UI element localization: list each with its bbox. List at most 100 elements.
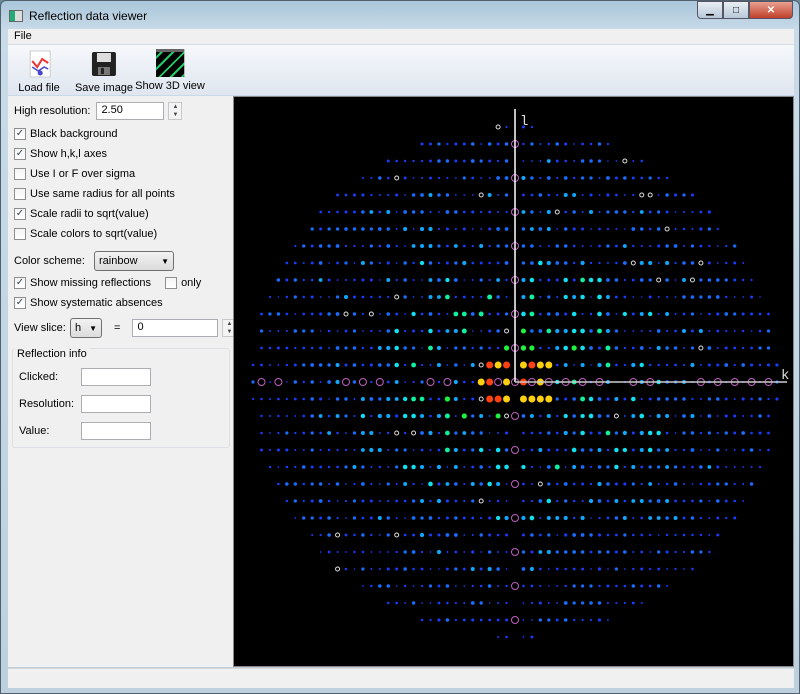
reflection-point (488, 312, 491, 316)
checkbox-row[interactable]: ✓ Show h,k,l axes (14, 148, 107, 160)
reflection-point (673, 516, 678, 520)
reflection-point (615, 261, 618, 265)
reflection-point (665, 176, 669, 180)
menu-file[interactable]: File (14, 30, 32, 42)
checkbox-row[interactable]: Use same radius for all points (14, 188, 175, 200)
reflection-point (294, 313, 297, 315)
maximize-button[interactable]: □ (723, 1, 749, 19)
reflection-point (395, 448, 399, 452)
checkbox[interactable] (14, 168, 26, 180)
clicked-field[interactable] (81, 368, 151, 386)
reflection-point (624, 568, 626, 570)
reflection-point (479, 278, 483, 282)
reflection-point (353, 278, 356, 282)
reflection-point (589, 431, 593, 435)
resolution-field[interactable] (81, 395, 151, 413)
reflection-point (505, 125, 508, 129)
reflection-point (420, 584, 424, 588)
reflection-point (335, 379, 340, 385)
reflection-point (750, 465, 753, 469)
reflection-point (657, 567, 661, 571)
show-absences-checkbox[interactable]: ✓ (14, 297, 26, 309)
reflection-point (546, 176, 551, 180)
reflection-point (657, 210, 661, 214)
reflection-point (750, 431, 753, 435)
reflection-plot-canvas[interactable]: lk (234, 97, 793, 666)
reflection-point (522, 193, 525, 197)
reflection-point (707, 363, 711, 367)
reflection-point (707, 278, 712, 282)
reflection-point (505, 635, 508, 639)
reflection-point (497, 551, 500, 553)
reflection-point (345, 432, 347, 434)
reflection-point (674, 567, 677, 571)
up-arrow-icon[interactable]: ▲ (223, 320, 236, 328)
reflection-point (581, 313, 584, 315)
reflection-point (302, 449, 305, 451)
reflection-point (361, 550, 365, 554)
high-resolution-spinner[interactable]: ▲ ▼ (168, 102, 183, 120)
reflection-point (547, 295, 551, 299)
show-missing-checkbox[interactable]: ✓ (14, 277, 26, 289)
reflection-point (590, 245, 592, 247)
checkbox[interactable] (14, 228, 26, 240)
minimize-button[interactable]: ▁ (697, 1, 723, 19)
checkbox-row[interactable]: Use I or F over sigma (14, 168, 135, 180)
reflection-point (538, 260, 543, 266)
checkbox[interactable]: ✓ (14, 128, 26, 140)
missing-reflection (511, 548, 519, 556)
reflection-point (260, 414, 263, 418)
reflection-point (640, 397, 643, 401)
reflection-point (446, 466, 449, 468)
reflection-point (268, 448, 272, 452)
only-checkbox[interactable] (165, 277, 178, 289)
show-3d-view-button[interactable]: Show 3D view (135, 49, 205, 92)
value-field[interactable] (81, 422, 151, 440)
checkbox-row[interactable]: ✓ Black background (14, 128, 117, 140)
reflection-point (556, 414, 559, 418)
reflection-point (259, 329, 264, 333)
reflection-point (462, 380, 466, 384)
checkbox-row[interactable]: Scale colors to sqrt(value) (14, 228, 157, 240)
checkbox-row[interactable]: ✓ Scale radii to sqrt(value) (14, 208, 149, 220)
close-button[interactable]: ✕ (749, 1, 793, 19)
load-file-button[interactable]: Load file (18, 49, 60, 94)
reflection-point (647, 430, 653, 436)
reflection-point (497, 601, 500, 605)
up-arrow-icon[interactable]: ▲ (169, 103, 182, 111)
reflection-point (344, 244, 348, 248)
reflection-point (666, 585, 669, 587)
reflection-point (657, 176, 660, 180)
checkbox[interactable]: ✓ (14, 148, 26, 160)
reflection-point (386, 312, 391, 316)
reflection-point (530, 601, 534, 605)
view-slice-axis-select[interactable]: h ▼ (70, 318, 102, 338)
reflection-point (539, 143, 542, 145)
reflection-point (394, 362, 399, 368)
reflection-point (370, 329, 373, 333)
reflection-point (453, 311, 459, 317)
color-scheme-select[interactable]: rainbow ▼ (94, 251, 174, 271)
reflection-point (471, 516, 475, 520)
reflection-point (361, 482, 365, 486)
reflection-point (725, 449, 728, 451)
reflection-point (327, 533, 331, 537)
high-resolution-input[interactable]: 2.50 (96, 102, 165, 120)
reflection-point (605, 328, 610, 334)
down-arrow-icon[interactable]: ▼ (169, 111, 182, 119)
reflection-point (623, 550, 627, 554)
checkbox[interactable] (14, 188, 26, 200)
checkbox[interactable]: ✓ (14, 208, 26, 220)
reflection-point (251, 397, 255, 401)
show-3d-view-label: Show 3D view (135, 80, 205, 92)
reflection-point (598, 244, 601, 248)
down-arrow-icon[interactable]: ▼ (223, 328, 236, 336)
reflection-point (378, 465, 382, 469)
reflection-point (505, 431, 509, 435)
reflection-point (682, 193, 686, 197)
reflection-point (462, 431, 467, 435)
save-image-button[interactable]: Save image (75, 49, 133, 94)
view-slice-input[interactable]: 0 (132, 319, 219, 337)
reflection-point (285, 397, 288, 401)
